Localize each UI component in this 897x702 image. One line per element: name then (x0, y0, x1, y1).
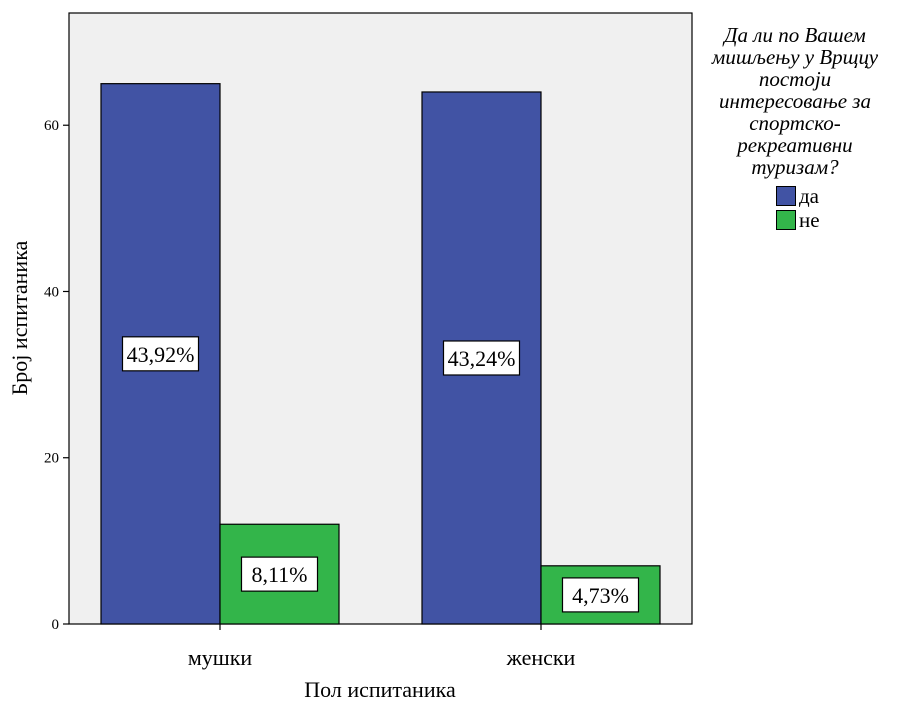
y-axis-title: Број испитаника (7, 240, 32, 395)
legend-title-line: рекреативни (737, 133, 853, 157)
legend-label-ne: не (799, 207, 820, 232)
y-tick-label: 60 (44, 118, 59, 134)
x-tick-label: мушки (188, 645, 253, 670)
data-label: 43,92% (127, 342, 195, 367)
legend-label-da: да (799, 183, 820, 208)
legend: Да ли по Вашем мишљењу у Врщцу постоји и… (700, 24, 890, 232)
legend-swatch-ne (776, 210, 796, 230)
legend-title-line: Да ли по Вашем (724, 23, 866, 47)
legend-item-da: да (776, 184, 890, 208)
legend-title-line: постоји (758, 67, 832, 91)
y-tick-label: 20 (44, 451, 59, 467)
data-label: 43,24% (448, 346, 516, 371)
legend-title-line: интересовање за (719, 89, 871, 113)
bars-layer (100, 83, 661, 625)
x-axis-title: Пол испитаника (304, 677, 456, 702)
x-tick-label: женски (506, 645, 576, 670)
legend-title-line: туризам? (751, 155, 839, 179)
data-label-box (561, 577, 640, 613)
legend-title-line: спортско- (749, 111, 841, 135)
data-label: 8,11% (251, 562, 307, 587)
data-label: 4,73% (572, 583, 629, 608)
y-tick-label: 0 (52, 617, 60, 633)
y-axis: 0 20 40 60 (44, 118, 69, 633)
x-axis: мушки женски (188, 624, 576, 670)
data-label-box (442, 340, 521, 376)
y-tick-label: 40 (44, 284, 59, 300)
legend-items: да не (700, 184, 890, 232)
legend-swatch-da (776, 186, 796, 206)
data-label-box (121, 336, 200, 372)
data-labels-layer: 43,92% 8,11% 43,24% 4,73% (121, 336, 640, 613)
legend-item-ne: не (776, 208, 890, 232)
data-label-box (240, 556, 319, 592)
legend-title: Да ли по Вашем мишљењу у Врщцу постоји и… (700, 24, 890, 178)
legend-title-line: мишљењу у Врщцу (711, 45, 879, 69)
